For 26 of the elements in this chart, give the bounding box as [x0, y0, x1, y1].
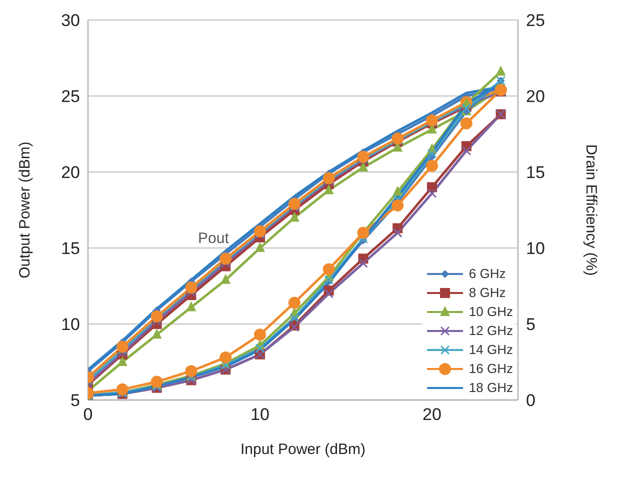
y2-tick-label: 20 — [526, 87, 545, 106]
y2-tick-label: 0 — [526, 391, 536, 410]
legend-label: 16 GHz — [468, 361, 513, 376]
y2-tick-label: 10 — [526, 239, 545, 258]
annotation: Pout — [198, 230, 229, 247]
legend-label: 8 GHz — [468, 285, 506, 300]
y-tick-label: 30 — [61, 11, 80, 30]
x-axis-title: Input Power (dBm) — [240, 441, 366, 458]
legend-label: 14 GHz — [468, 342, 513, 357]
y2-tick-label: 15 — [526, 163, 545, 182]
legend-label: 12 GHz — [468, 323, 513, 338]
y-axis-title: Output Power (dBm) — [16, 142, 34, 278]
x-tick-label: 0 — [83, 405, 93, 424]
y-tick-label: 5 — [70, 391, 80, 410]
y2-tick-label: 25 — [526, 11, 545, 30]
legend-label: 18 GHz — [468, 380, 513, 395]
y-tick-label: 10 — [61, 315, 80, 334]
x-tick-label: 20 — [422, 405, 442, 424]
x-tick-label: 10 — [250, 405, 270, 424]
legend-label: 6 GHz — [468, 266, 506, 281]
y-tick-label: 15 — [61, 239, 80, 258]
y-tick-label: 25 — [61, 87, 80, 106]
legend-label: 10 GHz — [468, 304, 513, 319]
y-tick-label: 20 — [61, 163, 80, 182]
y2-axis-title: Drain Efficiency (%) — [582, 144, 600, 276]
y2-tick-label: 5 — [526, 315, 536, 334]
